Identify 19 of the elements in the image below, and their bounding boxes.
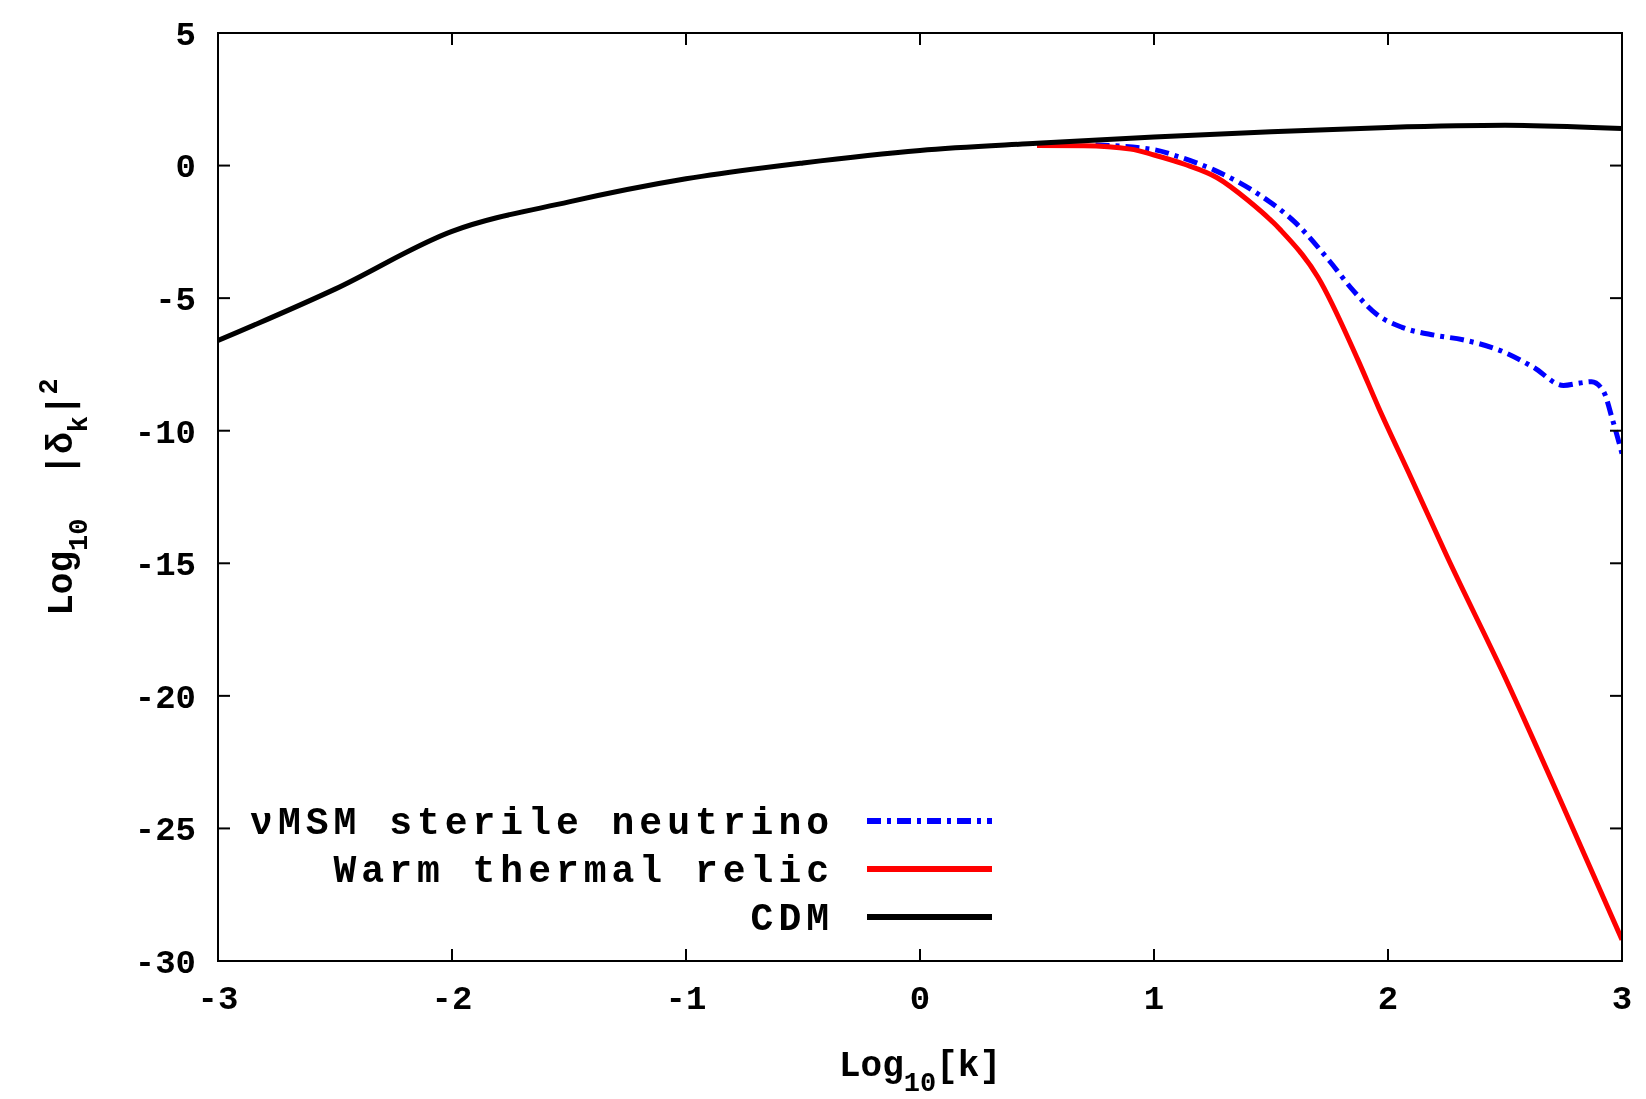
legend-label: νMSM sterile neutrino [250, 802, 834, 846]
y-tick-label: -15 [134, 547, 196, 586]
legend-label: Warm thermal relic [333, 850, 834, 894]
y-tick-label: 0 [175, 149, 196, 188]
x-tick-label: 1 [1143, 981, 1165, 1019]
x-tick-label: -1 [665, 981, 707, 1019]
x-tick-label: 2 [1377, 981, 1399, 1019]
y-tick-label: -5 [155, 282, 196, 321]
legend-label: CDM [750, 898, 834, 942]
y-tick-label: -25 [134, 812, 196, 851]
y-tick-label: -20 [134, 679, 196, 718]
x-tick-label: 3 [1611, 981, 1633, 1019]
x-tick-label: 0 [909, 981, 931, 1019]
x-axis-title: Log$_{10}$[k] [838, 1046, 1002, 1099]
y-tick-label: -30 [134, 944, 196, 983]
y-tick-label: 5 [175, 16, 196, 55]
y-tick-label: -10 [134, 414, 196, 453]
x-tick-label: -2 [431, 981, 473, 1019]
x-tick-label: -3 [197, 981, 239, 1019]
